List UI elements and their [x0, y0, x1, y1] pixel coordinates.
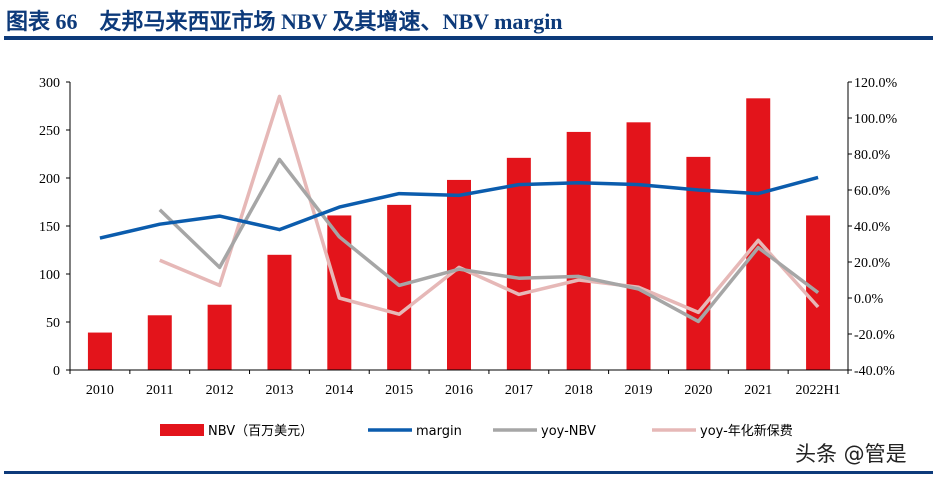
legend-label: NBV（百万美元） — [208, 424, 313, 439]
right-tick-label: -20.0% — [854, 328, 895, 343]
right-tick-label: 0.0% — [854, 292, 884, 307]
x-tick-label: 2021 — [744, 383, 772, 398]
watermark: 头条 @管是 — [795, 442, 907, 466]
legend-label: yoy-NBV — [541, 424, 596, 439]
left-tick-label: 300 — [39, 76, 60, 91]
x-tick-label: 2019 — [625, 383, 653, 398]
left-tick-label: 50 — [46, 316, 60, 331]
bar-2022H1 — [806, 215, 831, 370]
x-tick-label: 2017 — [505, 383, 533, 398]
x-tick-label: 2015 — [385, 383, 413, 398]
left-tick-label: 150 — [39, 220, 60, 235]
bar-2017 — [506, 157, 531, 370]
right-tick-label: 20.0% — [854, 256, 891, 271]
bar-2021 — [746, 98, 771, 370]
x-tick-label: 2010 — [86, 383, 114, 398]
bar-2018 — [566, 131, 591, 370]
right-tick-label: 100.0% — [854, 112, 898, 127]
bar-2011 — [147, 315, 172, 370]
right-tick-label: 60.0% — [854, 184, 891, 199]
x-tick-label: 2016 — [445, 383, 473, 398]
legend-label: margin — [416, 424, 462, 439]
legend: NBV（百万美元） margin yoy-NBV yoy-年化新保费 — [160, 423, 793, 439]
legend-label: yoy-年化新保费 — [700, 423, 793, 439]
right-tick-label: 80.0% — [854, 148, 891, 163]
x-tick-label: 2012 — [206, 383, 234, 398]
line-yoy-NBV — [158, 157, 820, 324]
x-tick-label: 2022H1 — [796, 383, 841, 398]
line-yoy-年化新保费 — [159, 94, 820, 316]
bottom-divider — [4, 471, 933, 474]
bar-2010 — [87, 332, 112, 370]
bar-2013 — [267, 254, 292, 370]
title-divider — [4, 36, 933, 40]
x-tick-label: 2018 — [565, 383, 593, 398]
left-tick-label: 250 — [39, 124, 60, 139]
right-tick-label: -40.0% — [854, 364, 895, 379]
right-tick-label: 40.0% — [854, 220, 891, 235]
bar-2015 — [387, 204, 412, 370]
bar-2020 — [686, 156, 711, 370]
left-tick-label: 100 — [39, 268, 60, 283]
legend-swatch-NBV（百万美元） — [160, 424, 204, 436]
bar-2019 — [626, 122, 651, 370]
x-tick-label: 2011 — [146, 383, 173, 398]
x-tick-label: 2014 — [325, 383, 353, 398]
bar-2012 — [207, 304, 232, 370]
right-tick-label: 120.0% — [854, 76, 898, 91]
left-tick-label: 0 — [53, 364, 60, 379]
left-tick-label: 200 — [39, 172, 60, 187]
x-tick-label: 2013 — [265, 383, 293, 398]
x-tick-label: 2020 — [684, 383, 712, 398]
page-title: 图表 66 友邦马来西亚市场 NBV 及其增速、NBV margin — [6, 9, 563, 34]
